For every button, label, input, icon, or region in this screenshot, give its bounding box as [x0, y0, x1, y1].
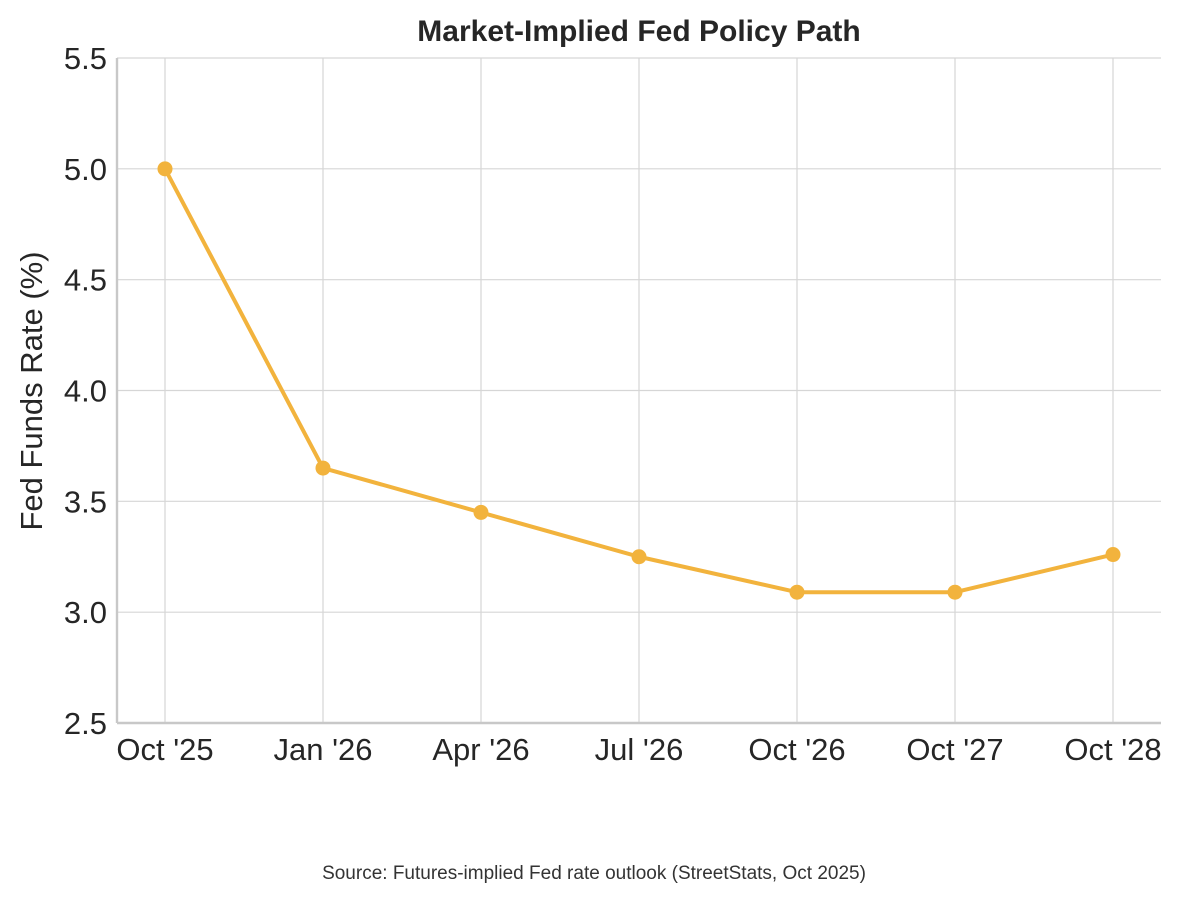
x-tick-label: Jul '26: [595, 732, 684, 767]
grid-layer: [117, 57, 1161, 723]
y-tick-label: 4.5: [64, 263, 107, 298]
x-tick-label: Jan '26: [274, 732, 373, 767]
data-point: [315, 460, 331, 476]
x-tick-label: Oct '27: [906, 732, 1003, 767]
data-point: [1105, 547, 1121, 563]
x-tick-label: Apr '26: [432, 732, 529, 767]
data-point: [473, 504, 489, 520]
y-tick-label: 2.5: [64, 706, 107, 741]
x-tick-label: Oct '25: [116, 732, 213, 767]
data-point: [947, 584, 963, 600]
data-point: [631, 549, 647, 565]
axes-layer: [115, 58, 1161, 725]
y-tick-label: 5.5: [64, 41, 107, 76]
y-tick-label: 3.5: [64, 484, 107, 519]
chart-title: Market-Implied Fed Policy Path: [417, 15, 860, 48]
x-tick-label: Oct '28: [1064, 732, 1161, 767]
y-tick-label: 3.0: [64, 595, 107, 630]
data-point: [789, 584, 805, 600]
points-layer: [157, 161, 1121, 600]
data-point: [157, 161, 173, 177]
source-note: Source: Futures-implied Fed rate outlook…: [322, 863, 866, 884]
y-tick-label: 4.0: [64, 374, 107, 409]
y-tick-label: 5.0: [64, 152, 107, 187]
ticks-layer: 2.5 3.0 3.5 4.0 4.5 5.0 5.5 Oct '25 Jan '26 Apr '…: [64, 41, 1162, 767]
x-tick-label: Oct '26: [748, 732, 845, 767]
y-axis-label: Fed Funds Rate (%): [14, 251, 49, 530]
